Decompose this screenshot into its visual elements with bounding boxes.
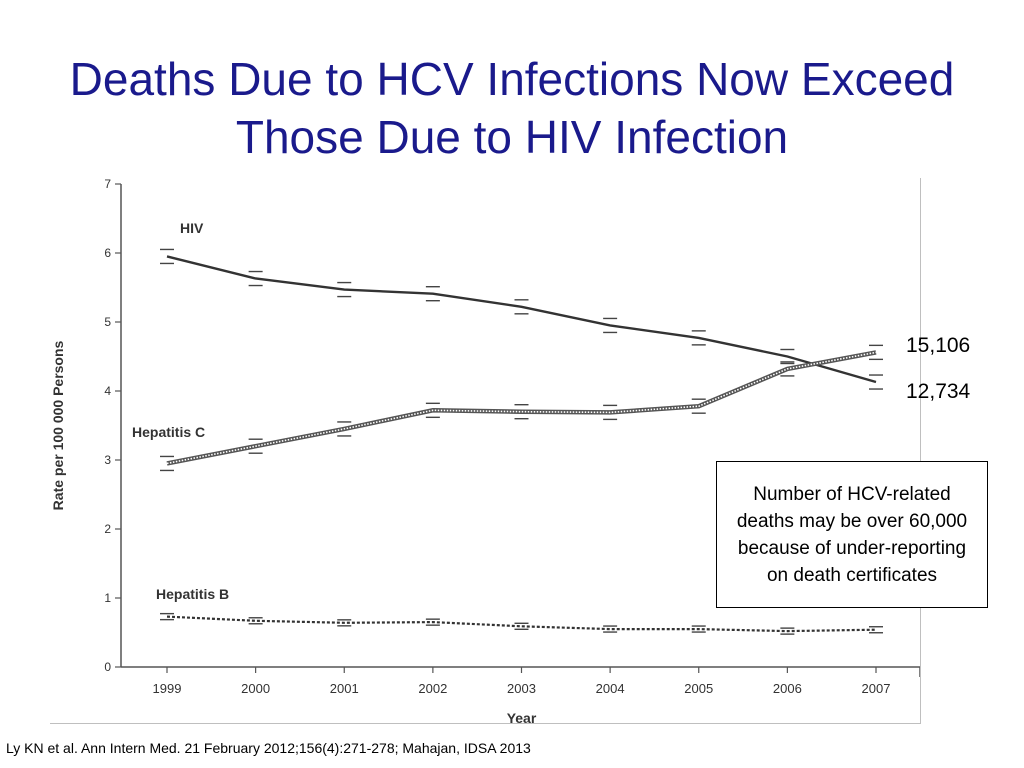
hiv-series-label: HIV [180,220,204,236]
hepatitis-b-line [166,615,877,633]
x-tick-label: 2005 [684,681,713,696]
y-tick-label: 6 [104,246,111,260]
y-tick-label: 7 [104,177,111,191]
y-tick-label: 5 [104,315,111,329]
x-axis-title: Year [507,710,537,724]
x-tick-label: 2006 [773,681,802,696]
x-tick-label: 2001 [330,681,359,696]
hepatitis-c-series-label: Hepatitis C [132,424,205,440]
citation: Ly KN et al. Ann Intern Med. 21 February… [6,740,531,756]
x-tick-label: 2000 [241,681,270,696]
underreporting-note-box: Number of HCV-related deaths may be over… [716,461,988,608]
x-tick-label: 2003 [507,681,536,696]
title-line-2: Those Due to HIV Infection [235,111,789,163]
line-chart: 0 1 2 3 4 5 6 7 1999 2000 2001 2002 2003 2004 2005 2006… [50,177,921,724]
hepatitis-c-line-outer [166,350,877,466]
y-tick-label: 2 [104,522,111,536]
hepatitis-c-line [166,351,877,465]
y-axis-title: Rate per 100 000 Persons [50,340,66,510]
hepatitis-b-series-label: Hepatitis B [156,586,229,602]
slide-title: Deaths Due to HCV Infections Now Exceed … [0,50,1024,166]
panel-bottom-border [50,723,921,724]
hiv-line [166,255,877,384]
underreporting-note-text: Number of HCV-related deaths may be over… [736,483,968,586]
x-tick-label: 2007 [862,681,891,696]
x-tick-label: 2002 [418,681,447,696]
title-line-1: Deaths Due to HCV Infections Now Exceed [69,53,955,105]
hcv-deaths-count: 15,106 [906,334,971,357]
x-tick-label: 2004 [596,681,625,696]
y-tick-label: 1 [104,591,111,605]
x-tick-label: 1999 [153,681,182,696]
chart-panel: 0 1 2 3 4 5 6 7 1999 2000 2001 2002 2003 2004 2005 2006… [50,172,921,724]
hiv-deaths-count: 12,734 [906,380,971,403]
y-tick-label: 4 [104,384,111,398]
y-tick-label: 0 [104,660,111,674]
y-tick-label: 3 [104,453,111,467]
panel-right-border [920,178,921,724]
